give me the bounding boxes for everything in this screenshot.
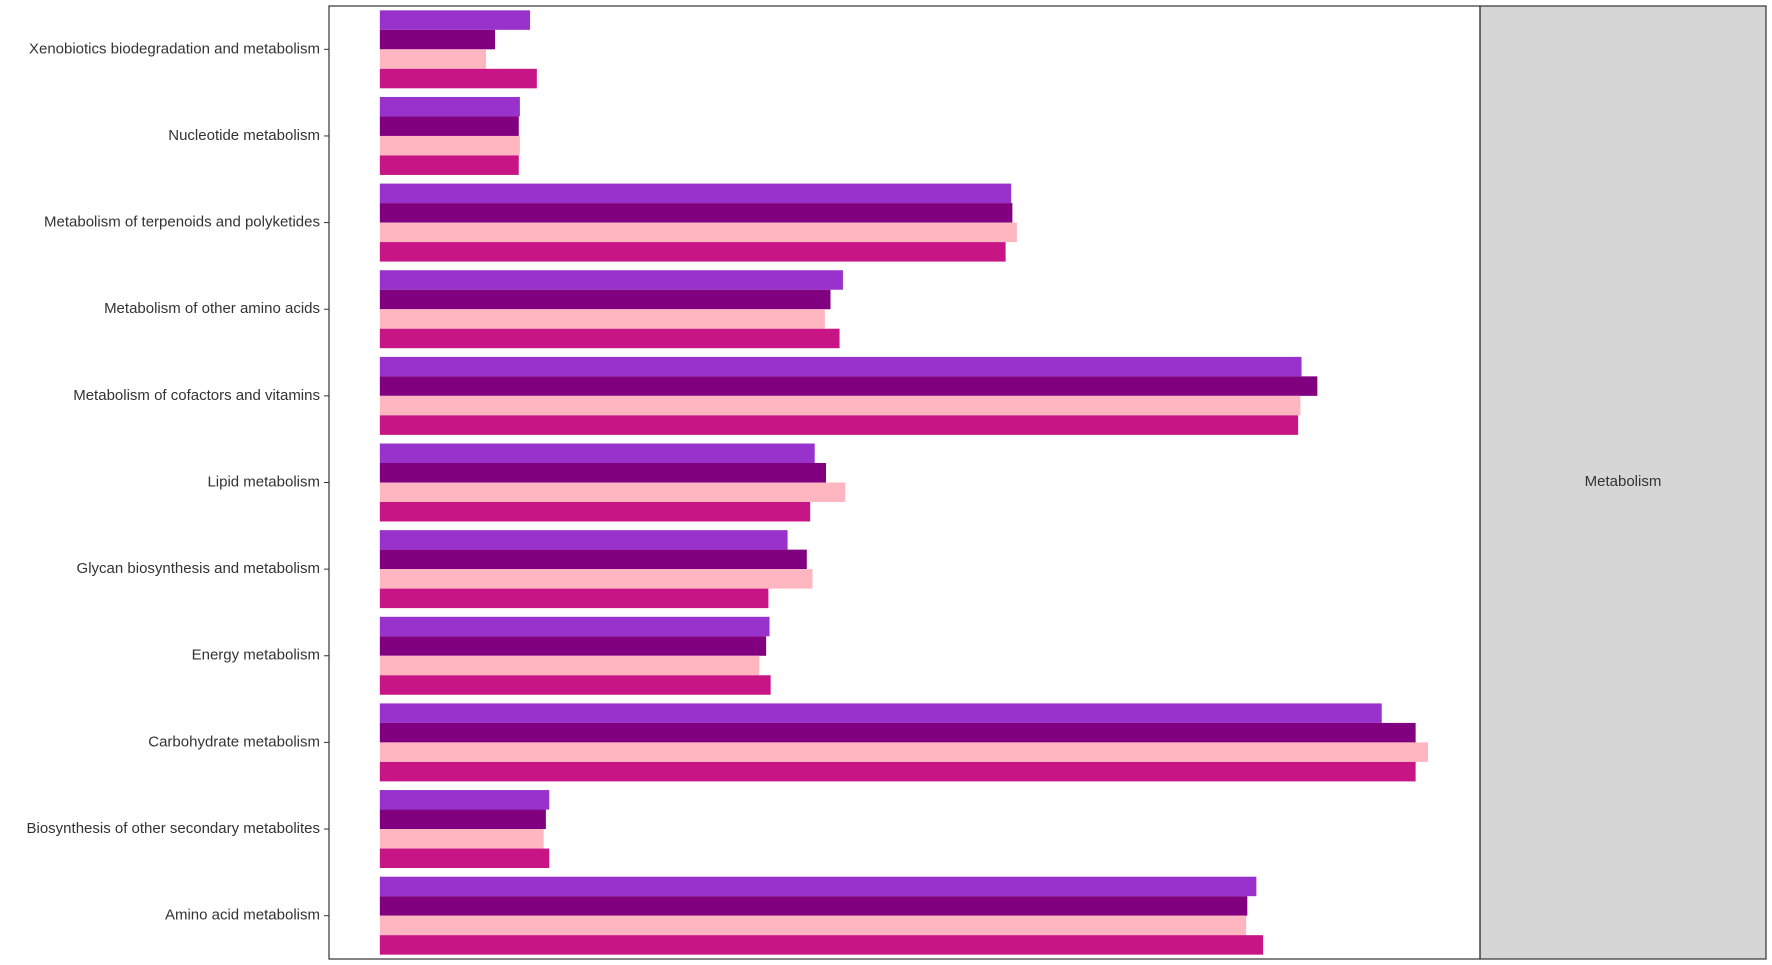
y-tick-label: Carbohydrate metabolism [148,733,320,750]
bar [379,675,771,695]
bar [379,616,770,637]
bar [379,809,546,830]
y-tick-label: Metabolism of cofactors and vitamins [73,387,320,404]
bar [379,935,1264,955]
bar [379,636,767,656]
y-tick-label: Lipid metabolism [207,473,320,490]
bar [379,309,825,329]
y-tick-label: Nucleotide metabolism [168,127,320,144]
bar [379,328,840,349]
y-tick-label: Metabolism of other amino acids [104,300,320,317]
bar [379,49,487,69]
bar [379,222,1017,243]
bar [379,655,760,676]
bar [379,588,769,609]
bar [379,848,550,869]
bar [379,376,1318,396]
bar [379,29,496,50]
bar [379,722,1416,743]
y-tick-label: Glycan biosynthesis and metabolism [77,560,320,577]
bar [379,876,1257,897]
panel-border [328,5,1481,960]
bar [379,530,788,550]
bar [379,569,813,589]
bar [379,790,550,810]
bar [379,155,519,175]
bar [379,68,537,89]
bar [379,915,1247,936]
facet-strip [1479,5,1767,960]
bar [379,896,1248,916]
bar [379,289,831,310]
bar [379,183,1012,204]
bar [379,549,807,570]
bar [379,96,520,117]
bar [379,742,1429,762]
bar [379,242,1006,262]
bar [379,463,826,483]
bar [379,203,1013,223]
y-tick-label: Biosynthesis of other secondary metaboli… [27,820,321,837]
y-tick-label: Xenobiotics biodegradation and metabolis… [29,40,320,57]
bar [379,761,1416,782]
y-tick-label: Metabolism of terpenoids and polyketides [44,214,320,231]
y-tick-label: Amino acid metabolism [165,907,320,924]
bar [379,116,519,136]
bar [379,829,544,849]
y-tick-label: Energy metabolism [192,647,320,664]
bar [379,270,843,290]
bar [379,443,815,464]
bar [379,395,1301,416]
facet-label: Metabolism [1585,473,1662,490]
bar [379,415,1299,435]
bar [379,482,846,502]
bar [379,356,1302,377]
bar [379,703,1382,723]
bar [379,10,531,30]
bar [379,135,520,156]
bar [379,501,811,522]
